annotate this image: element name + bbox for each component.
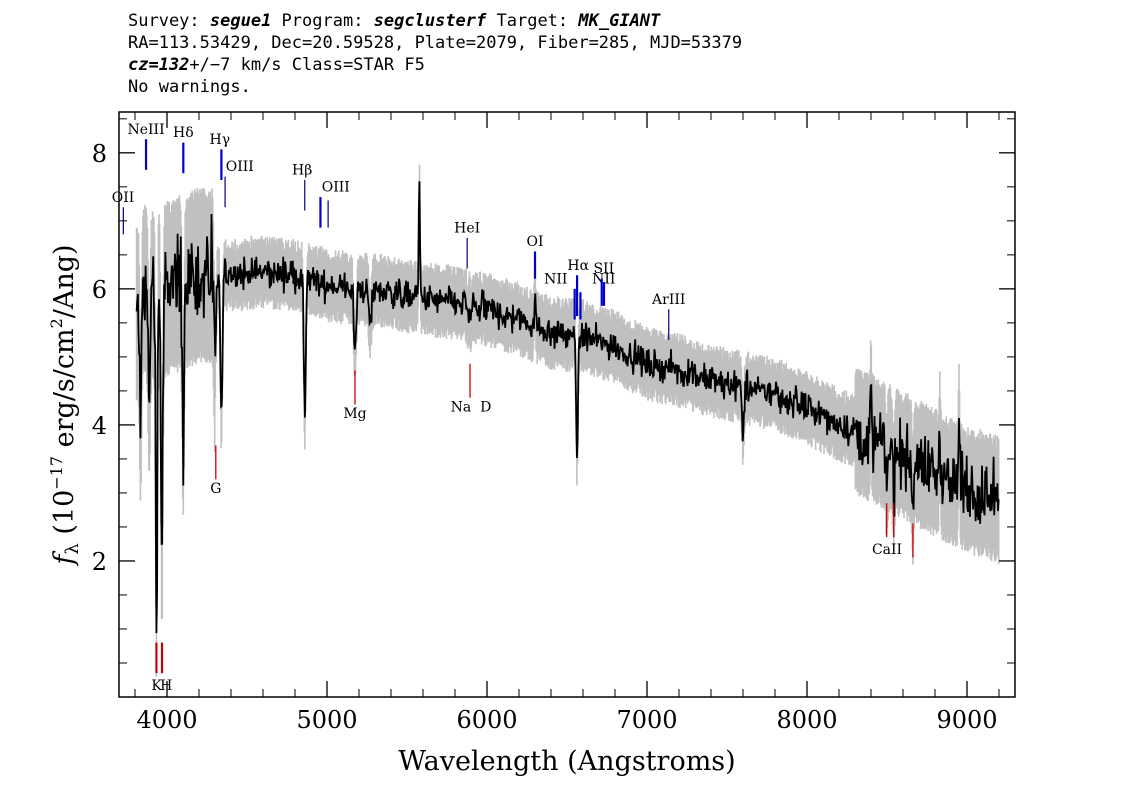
- cz-label: cz=132: [128, 55, 190, 75]
- x-tick-label: 5000: [296, 706, 357, 734]
- x-tick-label: 4000: [136, 706, 197, 734]
- emission-line-label: Hβ: [292, 163, 312, 179]
- absorption-line-label: K: [151, 678, 162, 694]
- emission-line-label: Hα: [567, 258, 589, 274]
- emission-line-label: OI: [526, 234, 543, 250]
- emission-line-label: NeIII: [127, 122, 164, 138]
- y-axis-label: fλ (10−17 erg/s/cm2/Ang): [47, 244, 83, 566]
- emission-line-label: HeI: [454, 220, 480, 236]
- y-tick-label: 8: [92, 140, 107, 168]
- header-line-warnings: No warnings.: [128, 77, 251, 97]
- flux-line: [135, 181, 1000, 634]
- flux-series: [135, 181, 1000, 634]
- y-label-rest: (10: [49, 490, 80, 543]
- absorption-line-label: Mg: [343, 406, 366, 422]
- emission-line-label: NII: [592, 271, 615, 287]
- program-value: segclusterf: [373, 11, 487, 31]
- cz-rest: +/−7 km/s Class=STAR F5: [189, 55, 425, 75]
- x-tick-label: 8000: [776, 706, 837, 734]
- y-tick-label: 2: [92, 548, 107, 576]
- y-label-tail: erg/s/cm: [49, 328, 80, 456]
- y-label-lambda: λ: [62, 543, 83, 554]
- absorption-line-label: H: [160, 678, 172, 694]
- emission-line-label: Hγ: [210, 132, 231, 148]
- emission-line-label: ArIII: [651, 292, 685, 308]
- emission-line-label: OII: [112, 190, 135, 206]
- x-axis-label: Wavelength (Angstroms): [398, 746, 735, 777]
- x-tick-label: 9000: [936, 706, 997, 734]
- spectrum-header: Survey: segue1 Program: segclusterf Targ…: [128, 10, 742, 98]
- y-tick-label: 4: [92, 412, 107, 440]
- emission-line-label: Hδ: [173, 125, 194, 141]
- y-label-end: /Ang): [49, 244, 80, 318]
- plot-frame: [118, 111, 1016, 698]
- target-value: MK_GIANT: [578, 11, 661, 31]
- header-line-coordinates: RA=113.53429, Dec=20.59528, Plate=2079, …: [128, 33, 743, 53]
- axis-ticks: 4000 5000 6000 7000 8000 9000 2 4 6 8: [92, 112, 1015, 734]
- absorption-line-label: CaII: [872, 542, 902, 558]
- x-tick-label: 6000: [456, 706, 517, 734]
- y-label-f: f: [49, 551, 80, 567]
- y-label-exp2: 2: [47, 318, 66, 328]
- absorption-line-label: G: [210, 481, 221, 497]
- emission-line-label: OIII: [322, 180, 350, 196]
- emission-line-label: OIII: [226, 159, 254, 175]
- header-line-redshift: cz=132+/−7 km/s Class=STAR F5: [128, 54, 742, 76]
- header-line-survey: Survey: segue1 Program: segclusterf Targ…: [128, 10, 742, 32]
- program-label: Program:: [271, 11, 374, 31]
- survey-label: Survey:: [128, 11, 210, 31]
- survey-value: segue1: [209, 11, 272, 31]
- y-label-exp: −17: [47, 456, 66, 490]
- absorption-line-label: Na D: [451, 399, 492, 415]
- target-label: Target:: [486, 11, 579, 31]
- emission-line-label: NII: [544, 271, 567, 287]
- y-tick-label: 6: [92, 276, 107, 304]
- x-tick-label: 7000: [616, 706, 677, 734]
- emission-line-label: SII: [593, 261, 614, 277]
